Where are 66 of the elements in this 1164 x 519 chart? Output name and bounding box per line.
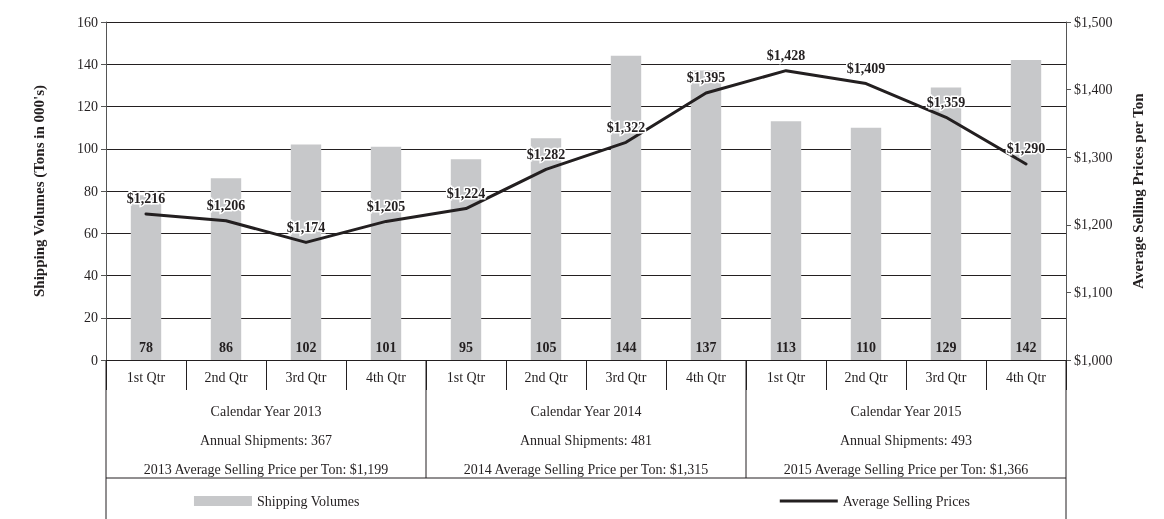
data-label: $1,395 (686, 70, 726, 86)
data-label: 110 (855, 339, 877, 355)
data-label: 95 (459, 339, 473, 355)
data-label: 129 (935, 339, 957, 355)
x-tick-label: 2nd Qtr (524, 369, 568, 385)
x-tick-label: 4th Qtr (1005, 369, 1047, 385)
data-label: $1,290 (1006, 141, 1046, 157)
data-label: $1,322 (606, 119, 646, 135)
text: Calendar Year 2013 (210, 403, 322, 419)
data-label: 113 (775, 339, 797, 355)
data-label: $1,359 (926, 94, 966, 110)
data-label: $1,205 (366, 198, 406, 214)
data-label: 105 (535, 339, 557, 355)
data-label: 137 (695, 339, 717, 355)
data-label: $1,224 (446, 186, 486, 202)
text: Annual Shipments: 481 (519, 432, 653, 448)
y-tick-label: 20 (84, 310, 98, 326)
data-label: 78 (139, 339, 153, 355)
y-axis-title: Shipping Volumes (Tons in 000's) (30, 84, 48, 298)
x-tick-label: 2nd Qtr (204, 369, 248, 385)
data-label: $1,409 (846, 61, 886, 77)
text: Calendar Year 2015 (850, 403, 962, 419)
y2-tick-label: $1,400 (1074, 82, 1113, 98)
x-tick-label: 3rd Qtr (925, 369, 967, 385)
text: 2013 Average Selling Price per Ton: $1,199 (143, 461, 389, 477)
legend-label: Average Selling Prices (842, 493, 971, 509)
y-tick-label: 0 (91, 352, 98, 368)
y2-tick-label: $1,500 (1074, 14, 1113, 30)
y-tick-label: 120 (77, 99, 98, 114)
y-tick-label: 60 (84, 225, 98, 241)
data-label: $1,428 (766, 48, 806, 64)
x-tick-label: 4th Qtr (685, 369, 727, 385)
x-tick-label: 4th Qtr (365, 369, 407, 385)
y2-tick-label: $1,200 (1074, 217, 1113, 233)
y2-tick-label: $1,000 (1074, 352, 1113, 368)
x-tick-label: 1st Qtr (126, 369, 166, 385)
x-tick-label: 1st Qtr (446, 369, 486, 385)
y-tick-label: 140 (77, 56, 98, 72)
y-tick-label: 100 (77, 141, 98, 157)
data-label: 102 (295, 339, 317, 355)
data-label: 142 (1015, 339, 1037, 355)
y-tick-label: 80 (84, 183, 98, 199)
legend-label: Shipping Volumes (256, 493, 360, 509)
x-tick-label: 2nd Qtr (844, 369, 888, 385)
data-label: $1,206 (206, 198, 246, 214)
data-label: 144 (615, 339, 637, 355)
text: Calendar Year 2014 (530, 403, 642, 419)
y2-tick-label: $1,300 (1074, 149, 1113, 165)
text: 2014 Average Selling Price per Ton: $1,315 (463, 461, 709, 477)
bar (770, 121, 802, 360)
data-label: 101 (375, 339, 397, 355)
text: Annual Shipments: 493 (839, 432, 973, 448)
x-tick-label: 3rd Qtr (285, 369, 327, 385)
data-label: $1,174 (286, 219, 326, 235)
y-tick-label: 160 (77, 14, 98, 30)
x-tick-label: 1st Qtr (766, 369, 806, 385)
text: Annual Shipments: 367 (199, 432, 333, 448)
data-label: 86 (219, 339, 233, 355)
bar (850, 127, 882, 360)
data-label: $1,216 (126, 191, 166, 207)
x-tick-label: 3rd Qtr (605, 369, 647, 385)
data-label: $1,282 (526, 146, 566, 162)
y-tick-label: 40 (84, 268, 98, 283)
y2-axis-title: Average Selling Prices per Ton (1129, 92, 1146, 289)
text: 2015 Average Selling Price per Ton: $1,366 (783, 461, 1029, 477)
y2-tick-label: $1,100 (1074, 284, 1113, 300)
